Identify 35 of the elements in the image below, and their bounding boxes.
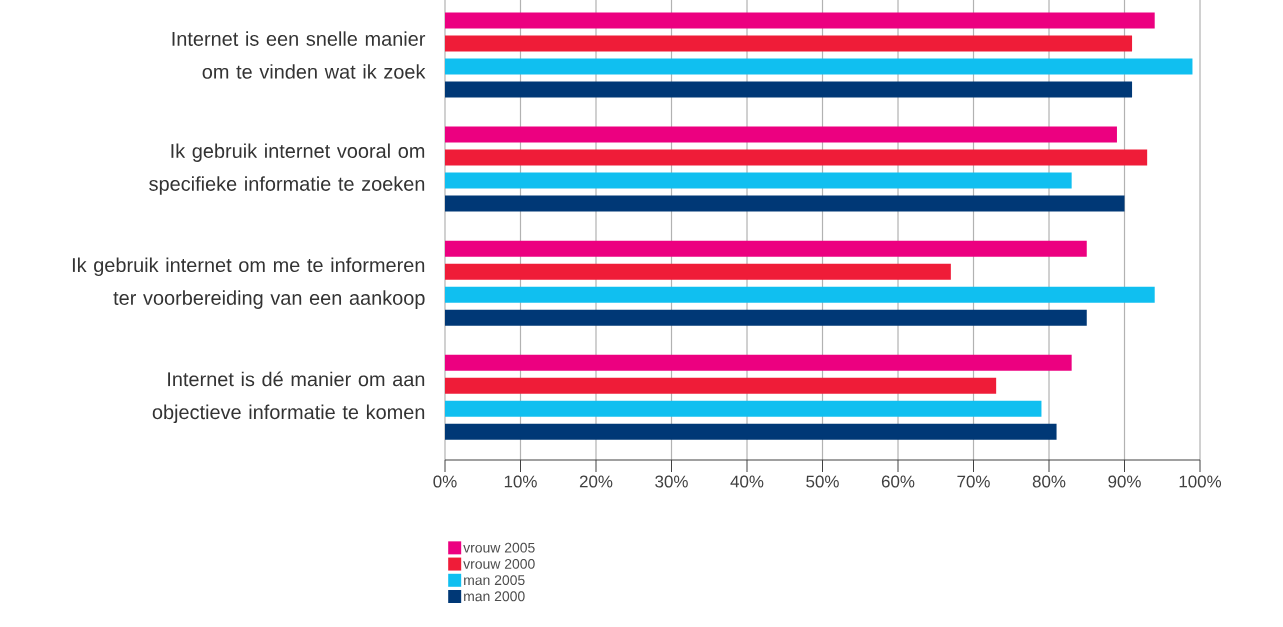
legend-label: man 2000 bbox=[464, 591, 525, 602]
bar bbox=[445, 35, 1133, 52]
bar bbox=[445, 263, 951, 280]
bar bbox=[445, 400, 1042, 417]
bar bbox=[445, 377, 997, 394]
bar bbox=[445, 286, 1155, 303]
x-tick-label: 90% bbox=[1108, 475, 1141, 488]
x-tick-label: 100% bbox=[1179, 475, 1222, 488]
x-tick-label: 20% bbox=[579, 475, 613, 488]
bar bbox=[445, 58, 1193, 75]
bar bbox=[445, 149, 1148, 166]
bar bbox=[445, 354, 1072, 371]
x-tick-label: 60% bbox=[881, 475, 915, 488]
x-tick-label: 0% bbox=[433, 475, 457, 488]
legend-label: vrouw 2005 bbox=[463, 542, 535, 553]
legend-label: vrouw 2000 bbox=[463, 558, 535, 569]
bar bbox=[445, 423, 1057, 440]
x-tick-label: 70% bbox=[957, 475, 990, 488]
bar bbox=[445, 195, 1125, 212]
bar bbox=[445, 172, 1072, 189]
y-tick-label: Internet is dé manier om aan objectieve informatie te komen bbox=[152, 371, 425, 424]
x-tick-label: 50% bbox=[806, 475, 839, 488]
x-tick-label: 10% bbox=[504, 475, 537, 488]
x-tick-label: 30% bbox=[655, 475, 688, 488]
y-tick-label: Ik gebruik internet vooral om specifieke informatie te zoeken bbox=[149, 143, 425, 195]
bar bbox=[445, 309, 1087, 326]
y-tick-label: Ik gebruik internet om me te informeren ter voorbereiding van een aankoop bbox=[72, 257, 425, 309]
x-tick-label: 80% bbox=[1032, 475, 1066, 488]
legend-label: man 2005 bbox=[464, 575, 525, 586]
bar bbox=[445, 12, 1155, 29]
y-tick-label: Internet is een snelle manier om te vinden wat ik zoek bbox=[172, 31, 426, 79]
x-tick-label: 40% bbox=[730, 475, 764, 488]
bar bbox=[445, 240, 1087, 257]
bar bbox=[445, 126, 1117, 143]
bar bbox=[445, 81, 1133, 98]
